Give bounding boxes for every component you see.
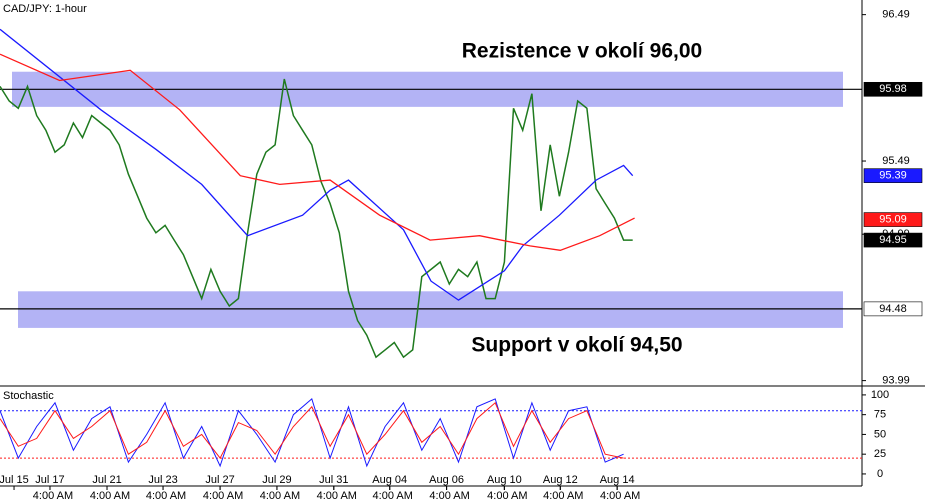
- x-tick-label: Jul 21: [92, 474, 121, 486]
- stochastic-title: Stochastic: [3, 390, 54, 402]
- price-tag-label: 95.39: [879, 170, 907, 182]
- zone: [18, 291, 843, 328]
- price-tag-label: 95.09: [879, 213, 907, 225]
- stochastic-line: [0, 398, 624, 468]
- y-tick-label: 75: [874, 409, 886, 421]
- x-tick-label: Jul 17: [35, 474, 64, 486]
- stochastic-line: [0, 401, 624, 460]
- price-line: [0, 53, 635, 251]
- y-tick-label: 25: [874, 448, 886, 460]
- chart-title: CAD/JPY: 1-hour: [3, 3, 87, 15]
- price-line: [0, 28, 634, 301]
- annotation: Rezistence v okolí 96,00: [462, 40, 702, 63]
- price-tag-label: 94.48: [879, 303, 907, 315]
- x-tick-label: 4:00 AM: [429, 490, 469, 502]
- x-tick-label: Aug 14: [600, 474, 635, 486]
- x-tick-label: 4:00 AM: [203, 490, 243, 502]
- y-tick-label: 100: [871, 389, 889, 401]
- y-tick-label: 95.49: [882, 155, 910, 167]
- y-tick-label: 96.49: [882, 9, 910, 21]
- x-tick-label: Aug 04: [372, 474, 407, 486]
- price-tag: [863, 212, 923, 227]
- price-tag: [863, 81, 923, 97]
- x-tick-label: 4:00 AM: [90, 490, 130, 502]
- x-tick-label: 4:00 AM: [373, 490, 413, 502]
- x-tick-label: 4:00 AM: [33, 490, 73, 502]
- x-tick-label: Jul 23: [148, 474, 177, 486]
- x-tick-label: Jul 27: [205, 474, 234, 486]
- x-tick-label: Aug 10: [487, 474, 522, 486]
- price-tag: [863, 168, 923, 183]
- x-tick-label: Aug 12: [543, 474, 578, 486]
- x-tick-label: Jul 29: [262, 474, 291, 486]
- x-tick-label: 4:00 AM: [260, 490, 300, 502]
- price-tag: [863, 232, 923, 248]
- x-tick-label: 4:00 AM: [146, 490, 186, 502]
- price-tag: [863, 301, 923, 317]
- x-tick-label: Jul 15: [0, 474, 29, 486]
- y-tick-label: 0: [877, 468, 883, 480]
- x-tick-label: 4:00 AM: [543, 490, 583, 502]
- x-tick-label: Aug 06: [429, 474, 464, 486]
- x-tick-label: 4:00 AM: [487, 490, 527, 502]
- x-tick-label: 4:00 AM: [317, 490, 357, 502]
- x-tick-label: Jul 31: [319, 474, 348, 486]
- price-tag-label: 95.98: [879, 83, 907, 95]
- y-tick-label: 50: [874, 428, 886, 440]
- y-tick-label: 93.99: [882, 375, 910, 387]
- x-tick-label: 4:00 AM: [600, 490, 640, 502]
- annotation: Support v okolí 94,50: [471, 334, 682, 357]
- price-tag-label: 94.95: [879, 234, 907, 246]
- price-line: [0, 78, 633, 359]
